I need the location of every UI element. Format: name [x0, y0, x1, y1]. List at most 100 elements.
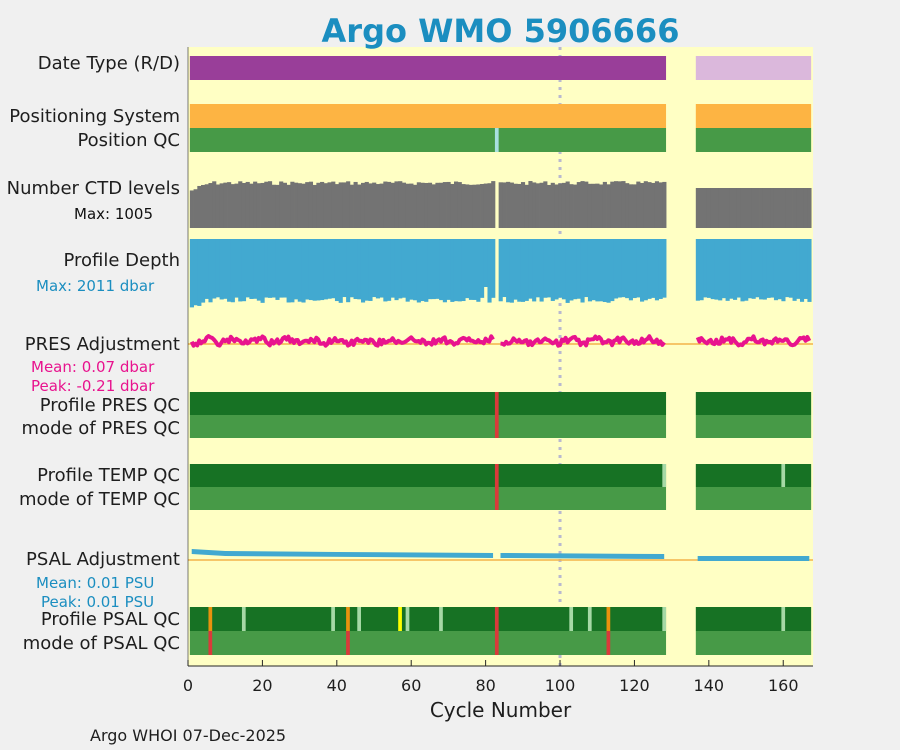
- ctd-levels-bar-103: [569, 184, 574, 228]
- ctd-levels-bar-146: [729, 188, 734, 228]
- ctd-levels-bar-15: [241, 182, 247, 228]
- ctd-levels-bar-91: [524, 184, 529, 228]
- ctd-levels-bar-140: [706, 188, 712, 228]
- profile-depth-bar-112: [602, 239, 607, 303]
- psal-qc-orange-6: [208, 607, 213, 631]
- ctd-levels-bar-35: [316, 182, 321, 228]
- ctd-levels-bar-43: [346, 181, 351, 228]
- profile-depth-bar-88: [513, 239, 518, 300]
- profile-depth-bar-55: [390, 239, 395, 298]
- label-pres-adjustment: PRES Adjustment: [24, 334, 180, 355]
- profile-depth-bar-42: [342, 239, 347, 298]
- profile-depth-bar-161: [785, 239, 790, 298]
- chart-title: Argo WMO 5906666: [321, 12, 680, 50]
- profile-depth-bar-6: [208, 239, 213, 303]
- profile-depth-bar-20: [260, 239, 265, 303]
- ctd-levels-bar-31: [301, 183, 306, 228]
- ctd-levels-bar-22: [267, 181, 273, 228]
- ctd-levels-bar-118: [625, 183, 630, 228]
- ctd-levels-bar-59: [405, 183, 410, 228]
- ctd-levels-bar-54: [387, 181, 392, 228]
- ctd-levels-bar-9: [219, 183, 224, 228]
- ctd-levels-bar-154: [759, 188, 764, 228]
- positioning-system-bar-seg-1: [695, 104, 812, 128]
- x-axis-label: Cycle Number: [429, 698, 572, 722]
- profile-depth-bar-167: [807, 239, 812, 302]
- profile-depth-bar-164: [796, 239, 801, 299]
- profile-depth-bar-32: [305, 239, 310, 300]
- profile-depth-bar-62: [416, 239, 421, 303]
- ctd-levels-bar-150: [744, 188, 749, 228]
- profile-depth-bar-80: [483, 239, 488, 287]
- ctd-levels-bar-14: [238, 181, 243, 228]
- profile-depth-bar-140: [706, 239, 712, 298]
- profile-depth-bar-71: [450, 239, 455, 302]
- profile-depth-bar-66: [431, 239, 436, 300]
- psal-qc-bad-83: [494, 607, 499, 631]
- profile-depth-bar-144: [721, 239, 726, 299]
- profile-depth-bar-154: [759, 239, 764, 300]
- label-mode-temp-qc: mode of TEMP QC: [18, 489, 180, 510]
- profile-depth-bar-14: [238, 239, 243, 302]
- pres-adjustment-line-b: [500, 334, 666, 348]
- ctd-levels-bar-142: [714, 188, 719, 228]
- ctd-levels-bar-121: [636, 181, 641, 228]
- footer-credit: Argo WHOI 07-Dec-2025: [90, 726, 287, 745]
- mode-psal-qc-bar-seg-0: [189, 631, 667, 655]
- ctd-levels-bar-68: [439, 182, 444, 228]
- psal-qc-probably-good-68: [439, 607, 443, 631]
- ctd-levels-bar-3: [197, 185, 202, 228]
- profile-depth-bar-69: [442, 239, 447, 303]
- profile-depth-bar-92: [528, 239, 533, 299]
- ctd-levels-bar-96: [543, 181, 548, 228]
- ctd-levels-bar-51: [375, 184, 380, 228]
- profile-depth-bar-143: [718, 239, 723, 301]
- profile-depth-bar-89: [517, 239, 522, 302]
- ctd-levels-bar-148: [736, 188, 741, 228]
- ctd-levels-bar-151: [747, 188, 753, 228]
- psal-qc-probably-good-46: [357, 607, 361, 631]
- profile-depth-bar-44: [349, 239, 354, 298]
- profile-depth-bar-34: [312, 239, 317, 301]
- ctd-levels-bar-5: [204, 184, 209, 228]
- psal-adjustment-area-b: [500, 553, 665, 559]
- chart-marks: [188, 47, 813, 666]
- ctd-levels-bar-41: [338, 182, 343, 228]
- psal-mean-annotation: Mean: 0.01 PSU: [36, 574, 155, 592]
- ctd-levels-bar-143: [718, 188, 723, 228]
- profile-depth-bar-12: [230, 239, 235, 303]
- profile-depth-bar-96: [543, 239, 548, 298]
- profile-psal-qc-bar-seg-0: [189, 607, 667, 631]
- profile-depth-bar-128: [662, 239, 667, 298]
- profile-depth-bar-17: [249, 239, 254, 299]
- ctd-levels-bar-155: [762, 188, 767, 228]
- ctd-levels-bar-25: [279, 181, 284, 228]
- profile-depth-bar-150: [744, 239, 749, 301]
- ctd-levels-bar-120: [632, 184, 637, 228]
- profile-depth-bar-3: [197, 239, 202, 306]
- profile-depth-bar-54: [387, 239, 392, 301]
- profile-depth-bar-5: [204, 239, 209, 299]
- ctd-levels-bar-90: [520, 182, 526, 228]
- x-tick-label-20: 20: [252, 676, 272, 695]
- ctd-levels-bar-147: [733, 188, 738, 228]
- ctd-levels-bar-1: [189, 190, 194, 228]
- ctd-levels-bar-67: [435, 182, 440, 228]
- profile-temp-qc-bar-seg-1: [695, 464, 812, 487]
- profile-depth-bar-70: [446, 239, 451, 300]
- ctd-levels-bar-158: [773, 188, 779, 228]
- profile-depth-bar-33: [308, 239, 314, 301]
- ctd-levels-bar-97: [547, 184, 552, 228]
- psal-qc-orange-43: [346, 607, 350, 631]
- ctd-levels-bar-64: [424, 182, 429, 228]
- psal-qc-probably-good-128: [662, 607, 667, 631]
- profile-depth-bar-155: [762, 239, 767, 300]
- psal-qc-orange-113: [606, 607, 611, 631]
- ctd-levels-bar-8: [215, 184, 221, 228]
- ctd-levels-bar-105: [576, 182, 581, 228]
- date-type-realtime-bar: [189, 56, 667, 80]
- ctd-levels-bar-21: [264, 181, 269, 228]
- psal-qc-yellow-57: [398, 607, 402, 631]
- profile-depth-bar-57: [398, 239, 403, 299]
